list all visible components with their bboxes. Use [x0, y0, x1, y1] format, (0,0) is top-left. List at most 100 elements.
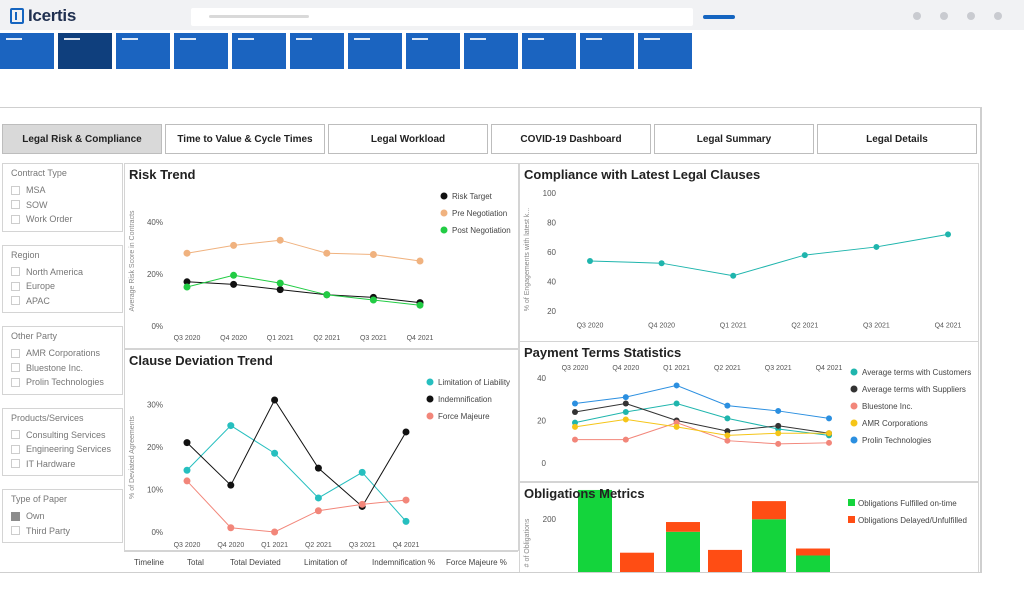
data-point[interactable]	[775, 430, 782, 437]
window-dot[interactable]	[940, 12, 948, 20]
filter-option-bluestone-inc[interactable]: Bluestone Inc.	[11, 361, 114, 376]
tab-legal-details[interactable]: Legal Details	[817, 124, 977, 154]
tab-legal-risk-compliance[interactable]: Legal Risk & Compliance	[2, 124, 162, 154]
bar-segment-obligations-delayed-unfulfilled[interactable]	[796, 548, 830, 556]
data-point[interactable]	[730, 272, 737, 279]
filter-option-engineering-services[interactable]: Engineering Services	[11, 442, 114, 457]
legend-label[interactable]: Prolin Technologies	[862, 436, 931, 445]
data-point[interactable]	[572, 409, 578, 415]
filter-option-north-america[interactable]: North America	[11, 265, 114, 280]
data-point[interactable]	[945, 231, 951, 238]
data-point[interactable]	[230, 280, 238, 288]
bar-segment-obligations-fulfilled-on-time[interactable]	[796, 555, 830, 573]
filter-option-amr-corporations[interactable]: AMR Corporations	[11, 346, 114, 361]
legend-label[interactable]: Limitation of Liability	[438, 378, 510, 387]
legend-label[interactable]: Indemnification	[438, 395, 492, 404]
column-header-timeline[interactable]: Timeline	[134, 558, 164, 567]
app-tile[interactable]	[174, 33, 228, 69]
tab-time-to-value-cycle-times[interactable]: Time to Value & Cycle Times	[165, 124, 325, 154]
checkbox[interactable]	[11, 348, 20, 358]
bar-segment-obligations-delayed-unfulfilled[interactable]	[620, 552, 654, 573]
app-tile[interactable]	[406, 33, 460, 69]
data-point[interactable]	[402, 496, 410, 504]
data-point[interactable]	[314, 494, 322, 502]
filter-option-europe[interactable]: Europe	[11, 279, 114, 294]
window-dot[interactable]	[994, 12, 1002, 20]
data-point[interactable]	[358, 468, 366, 476]
data-point[interactable]	[314, 507, 322, 515]
data-point[interactable]	[572, 419, 578, 426]
column-header-total-deviated[interactable]: Total Deviated	[230, 558, 281, 567]
data-point[interactable]	[369, 296, 377, 304]
legend-label[interactable]: Obligations Delayed/Unfulfilled	[858, 516, 967, 525]
data-point[interactable]	[826, 415, 832, 422]
data-point[interactable]	[276, 286, 284, 294]
legend-label[interactable]: AMR Corporations	[862, 419, 928, 428]
data-point[interactable]	[622, 409, 629, 415]
data-point[interactable]	[402, 517, 410, 525]
data-point[interactable]	[724, 402, 731, 409]
data-point[interactable]	[622, 394, 629, 401]
data-point[interactable]	[323, 291, 331, 299]
tab-covid-19-dashboard[interactable]: COVID-19 Dashboard	[491, 124, 651, 154]
app-tile[interactable]	[522, 33, 576, 69]
column-header-total[interactable]: Total	[187, 558, 204, 567]
tab-legal-workload[interactable]: Legal Workload	[328, 124, 488, 154]
legend-label[interactable]: Bluestone Inc.	[862, 402, 913, 411]
data-point[interactable]	[572, 436, 578, 443]
data-point[interactable]	[775, 422, 782, 429]
checkbox[interactable]	[11, 185, 20, 195]
app-tile[interactable]	[0, 33, 54, 69]
filter-option-apac[interactable]: APAC	[11, 294, 114, 309]
data-point[interactable]	[673, 419, 680, 426]
data-point[interactable]	[358, 500, 366, 508]
data-point[interactable]	[775, 407, 782, 414]
app-tile[interactable]	[232, 33, 286, 69]
legend-label[interactable]: Force Majeure	[438, 412, 490, 421]
filter-option-sow[interactable]: SOW	[11, 198, 114, 213]
data-point[interactable]	[724, 415, 731, 422]
data-point[interactable]	[230, 241, 238, 249]
data-point[interactable]	[227, 524, 235, 532]
legend-label[interactable]: Obligations Fulfilled on-time	[858, 499, 957, 508]
app-tile[interactable]	[638, 33, 692, 69]
window-dot[interactable]	[913, 12, 921, 20]
checkbox[interactable]	[11, 377, 20, 387]
checkbox[interactable]	[11, 200, 20, 210]
app-tile[interactable]	[464, 33, 518, 69]
data-point[interactable]	[622, 436, 629, 443]
data-point[interactable]	[271, 449, 279, 457]
bar-segment-obligations-delayed-unfulfilled[interactable]	[666, 522, 700, 532]
data-point[interactable]	[183, 439, 191, 447]
data-point[interactable]	[183, 249, 191, 257]
data-point[interactable]	[271, 396, 279, 404]
legend-label[interactable]: Post Negotiation	[452, 226, 511, 235]
data-point[interactable]	[227, 481, 235, 489]
legend-label[interactable]: Average terms with Suppliers	[862, 385, 966, 394]
data-point[interactable]	[402, 428, 410, 436]
legend-label[interactable]: Pre Negotiation	[452, 209, 507, 218]
data-point[interactable]	[276, 279, 284, 287]
data-point[interactable]	[724, 437, 731, 444]
data-point[interactable]	[230, 271, 238, 279]
data-point[interactable]	[323, 249, 331, 257]
data-point[interactable]	[801, 252, 808, 259]
data-point[interactable]	[416, 257, 424, 265]
checkbox[interactable]	[11, 430, 20, 440]
data-point[interactable]	[271, 528, 279, 536]
data-point[interactable]	[873, 243, 880, 250]
window-dot[interactable]	[967, 12, 975, 20]
app-tile[interactable]	[116, 33, 170, 69]
data-point[interactable]	[826, 430, 832, 437]
app-tile[interactable]	[580, 33, 634, 69]
data-point[interactable]	[183, 283, 191, 291]
checkbox[interactable]	[11, 526, 20, 536]
data-point[interactable]	[183, 466, 191, 474]
data-point[interactable]	[587, 257, 593, 264]
data-point[interactable]	[369, 251, 377, 258]
address-bar[interactable]	[191, 8, 693, 26]
bar-segment-obligations-delayed-unfulfilled[interactable]	[708, 549, 742, 573]
data-point[interactable]	[658, 260, 665, 267]
legend-label[interactable]: Risk Target	[452, 192, 493, 201]
filter-option-prolin-technologies[interactable]: Prolin Technologies	[11, 375, 114, 390]
